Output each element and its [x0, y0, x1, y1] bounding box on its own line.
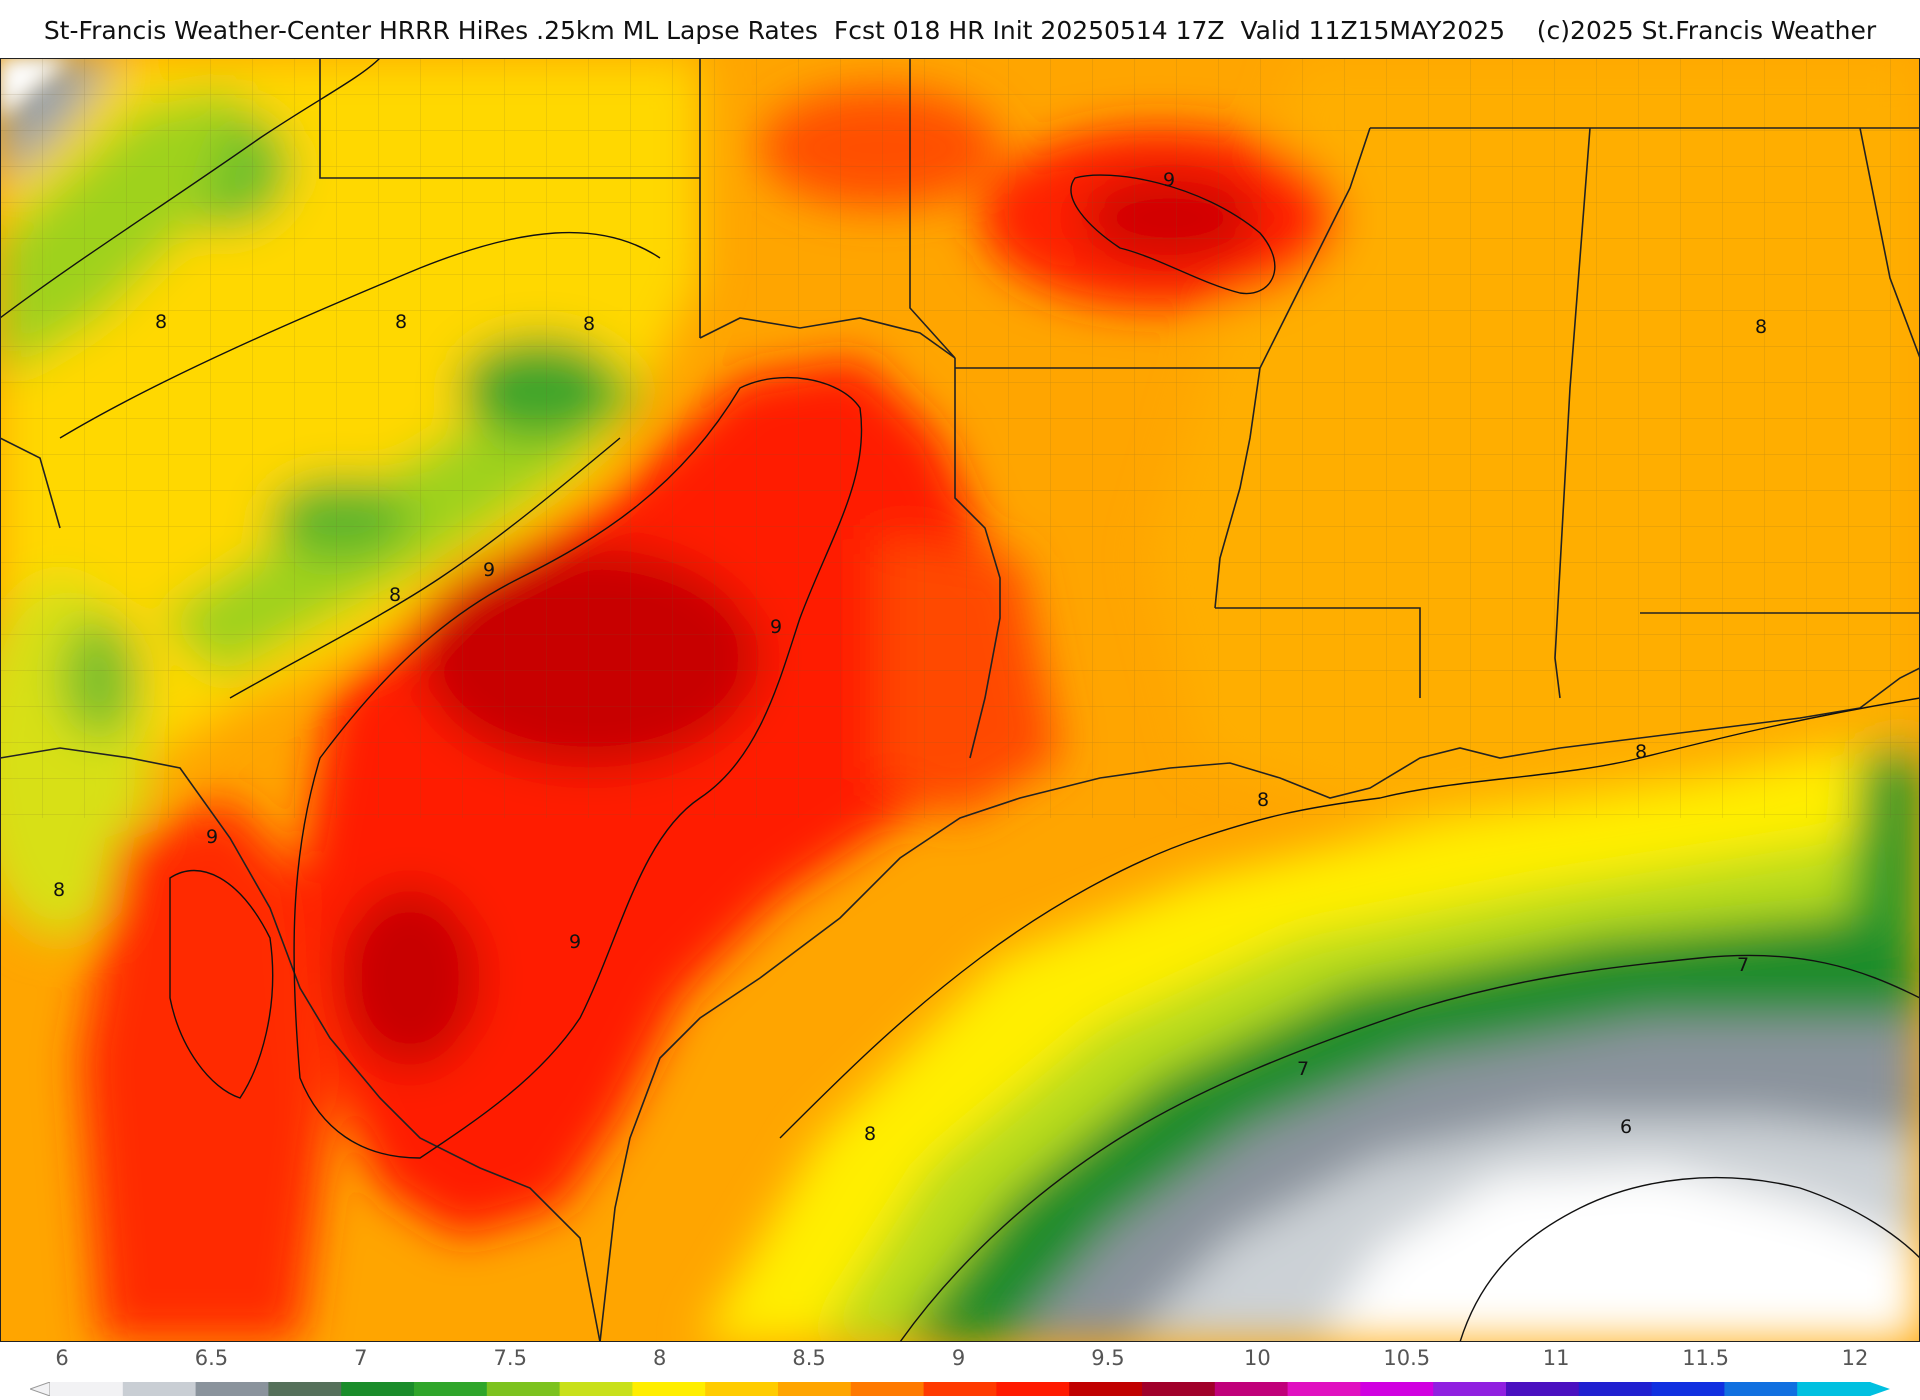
color-bar-segment — [923, 1382, 997, 1396]
contour-label: 7 — [1297, 1058, 1309, 1080]
legend-tick-11: 11 — [1542, 1346, 1570, 1370]
contour-label: 9 — [206, 826, 218, 848]
field-darkred-south — [340, 888, 480, 1068]
contour-6-gulf — [1459, 1176, 1920, 1342]
contour-label: 9 — [1163, 169, 1175, 191]
legend-tick-10: 10 — [1243, 1346, 1271, 1370]
boundary-mississippi-river — [1214, 127, 1371, 609]
color-bar-max-arrow — [1870, 1382, 1890, 1396]
color-bar-segment — [1797, 1382, 1871, 1396]
lapse-rate-map[interactable]: 9 8 8 8 9 8 9 9 8 9 8 8 8 8 7 7 6 — [0, 58, 1920, 1342]
contour-label: 7 — [1737, 954, 1749, 976]
color-bar-segment — [1578, 1382, 1653, 1396]
color-bar-segment — [195, 1382, 269, 1396]
color-bar-min-arrow — [30, 1382, 51, 1396]
state-boundaries — [0, 58, 1920, 1342]
contour-label: 8 — [389, 584, 401, 606]
color-bar-segment — [1724, 1382, 1798, 1396]
boundary-rio-grande — [0, 747, 601, 1342]
contour-label: 8 — [395, 311, 407, 333]
contour-label: 8 — [864, 1123, 876, 1145]
county-grid — [0, 58, 1920, 818]
contour-8-ok-2 — [59, 231, 661, 439]
color-bar-segment — [1287, 1382, 1361, 1396]
legend-tick-7: 7 — [354, 1346, 368, 1370]
color-bar-segment — [1651, 1382, 1725, 1396]
contour-label: 9 — [483, 559, 495, 581]
color-bar-segment — [996, 1382, 1070, 1396]
color-bar-segment — [632, 1382, 706, 1396]
contours — [0, 58, 1920, 1342]
legend-tick-6-5: 6.5 — [194, 1346, 229, 1370]
boundary-tx-la-sabine — [954, 358, 1001, 759]
color-bar-segment — [50, 1382, 124, 1396]
boundary-ok-panhandle — [319, 58, 700, 179]
color-bar-segment — [1360, 1382, 1434, 1396]
boundary-la-ms — [1215, 607, 1421, 698]
gulf-coastline — [599, 667, 1920, 1342]
contour-label: 8 — [1257, 789, 1269, 811]
color-bar — [30, 1382, 1890, 1396]
legend-tick-9: 9 — [951, 1346, 966, 1370]
boundary-tx-ok-red-river — [699, 317, 956, 359]
color-bar-segment — [705, 1382, 779, 1396]
legend-tick-12: 12 — [1841, 1346, 1869, 1370]
contour-label: 8 — [1635, 741, 1647, 763]
boundary-ok-ar — [909, 58, 956, 359]
color-bar-segment — [778, 1382, 852, 1396]
contour-label: 8 — [583, 313, 595, 335]
boundary-ms-al — [1554, 127, 1591, 699]
contour-label: 8 — [155, 311, 167, 333]
color-bar-segment — [850, 1382, 925, 1396]
legend-tick-9-5: 9.5 — [1091, 1346, 1125, 1370]
color-bar-segment — [414, 1382, 488, 1396]
color-bar-segment — [486, 1382, 561, 1396]
field-white-gulf — [1320, 1168, 1920, 1342]
contour-7-gulf — [899, 954, 1920, 1342]
contour-label: 8 — [1755, 316, 1767, 338]
legend-tick-11-5: 11.5 — [1682, 1346, 1729, 1370]
boundary-tx-nm — [0, 437, 61, 529]
color-bar-segment — [341, 1382, 415, 1396]
color-bar-segment — [1506, 1382, 1580, 1396]
contour-label: 9 — [569, 931, 581, 953]
contour-8-ok-1 — [0, 58, 381, 319]
color-scale-legend: 6 6.5 7 7.5 8 8.5 9 9.5 10 10.5 11 11.5 12 — [0, 1342, 1920, 1400]
contour-9-texas — [293, 376, 863, 1159]
legend-tick-10-5: 10.5 — [1383, 1346, 1431, 1370]
contour-9-arkansas — [1070, 174, 1276, 295]
color-bar-segment — [1433, 1382, 1507, 1396]
boundary-al-ga — [1859, 127, 1920, 359]
color-bar-segment — [268, 1382, 342, 1396]
contour-label: 9 — [770, 616, 782, 638]
color-bar-segment — [1214, 1382, 1289, 1396]
contour-8-ok-3 — [229, 437, 621, 699]
contour-label: 8 — [53, 879, 65, 901]
contour-8-gulf — [779, 697, 1920, 1139]
color-bar-segment — [1069, 1382, 1143, 1396]
legend-tick-6: 6 — [55, 1346, 69, 1370]
map-title: St-Francis Weather-Center HRRR HiRes .25… — [43, 16, 1877, 45]
legend-tick-8: 8 — [652, 1346, 667, 1370]
contour-label: 6 — [1620, 1116, 1632, 1138]
field-red-mexico — [80, 798, 330, 1342]
color-bar-segment — [1142, 1382, 1216, 1396]
contour-9-mexico — [169, 869, 274, 1099]
legend-tick-7-5: 7.5 — [493, 1346, 527, 1370]
legend-tick-8-5: 8.5 — [792, 1346, 826, 1370]
color-bar-segment — [559, 1382, 633, 1396]
color-bar-segment — [122, 1382, 197, 1396]
